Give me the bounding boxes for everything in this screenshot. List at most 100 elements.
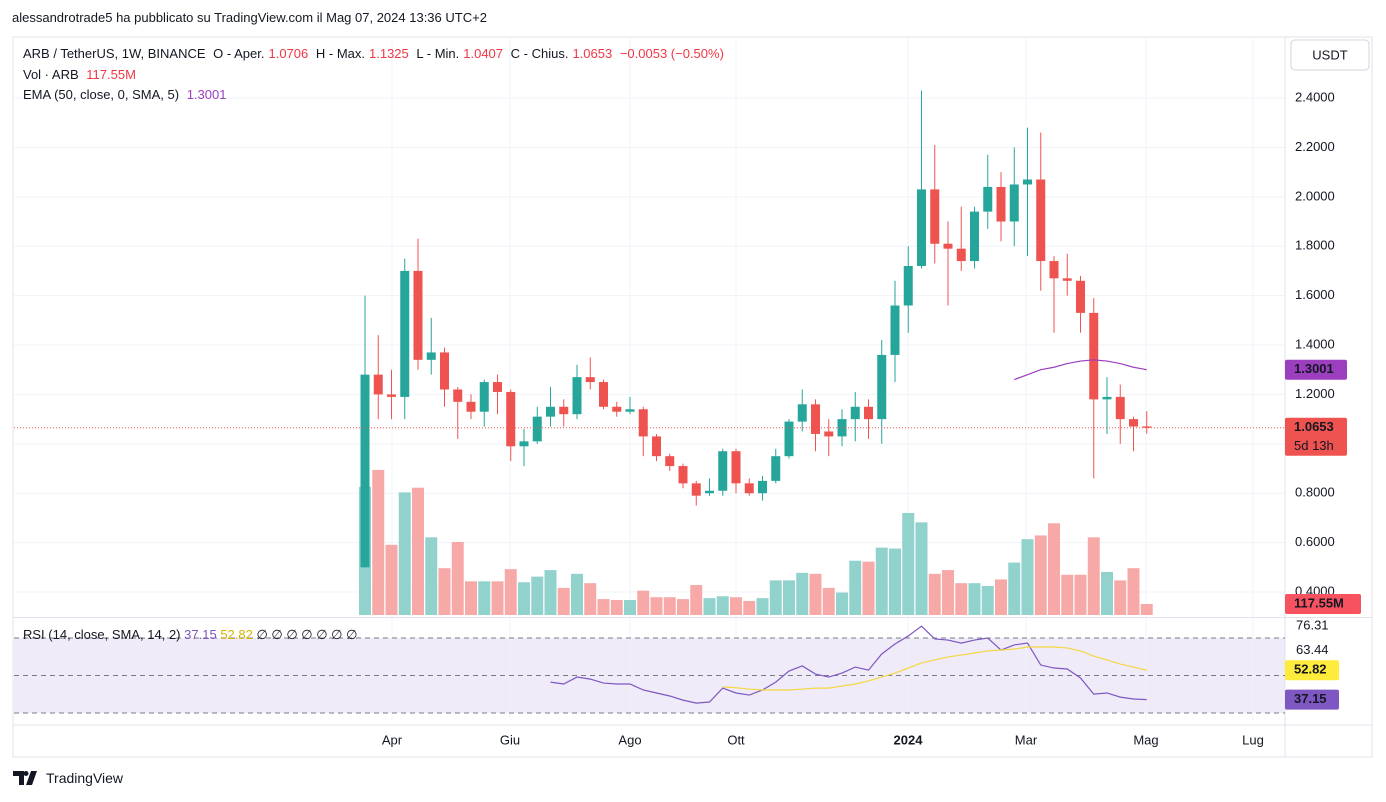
volume-bar xyxy=(491,581,504,615)
rsi-tick-label: 63.44 xyxy=(1296,642,1329,657)
candle-body xyxy=(771,456,781,481)
volume-bar xyxy=(425,537,438,615)
y-tick-label: 2.4000 xyxy=(1295,89,1335,104)
volume-bar xyxy=(451,541,464,615)
candle-body xyxy=(426,352,436,360)
volume-bar xyxy=(1087,537,1100,615)
rsi-name: RSI (14, close, SMA, 14, 2) xyxy=(23,627,181,642)
volume-bar xyxy=(1061,574,1074,615)
rsi-legend: RSI (14, close, SMA, 14, 2) 37.15 52.82 … xyxy=(23,627,357,643)
volume-bar xyxy=(849,560,862,615)
currency-button[interactable] xyxy=(1290,39,1370,71)
ema-badge: 1.3001 xyxy=(1294,361,1334,376)
rsi-ma-line xyxy=(722,646,1147,691)
candle-body xyxy=(930,189,940,244)
candle-body xyxy=(744,483,754,494)
candle-body xyxy=(917,189,926,266)
rsi-extra: ∅ ∅ ∅ ∅ ∅ ∅ ∅ xyxy=(256,627,358,642)
candle-body xyxy=(559,406,569,415)
y-tick-label: 2.2000 xyxy=(1295,139,1335,154)
candle-body xyxy=(691,483,701,496)
y-tick-label: 2.0000 xyxy=(1295,188,1335,203)
volume-bar xyxy=(769,580,782,615)
x-tick-label: Giu xyxy=(500,732,520,747)
ohlc-value: 1.0706 xyxy=(268,46,309,61)
volume-bar xyxy=(372,469,385,615)
legend-row: ARB / TetherUS, 1W, BINANCE O - Aper. 1.0… xyxy=(23,44,728,65)
candle-body xyxy=(413,270,423,360)
volume-badge-bg xyxy=(1285,594,1361,614)
x-tick-label: Mag xyxy=(1133,732,1158,747)
volume-bar xyxy=(597,599,610,615)
volume-bar xyxy=(1114,580,1127,615)
volume-bar xyxy=(610,600,623,615)
x-tick-label: 2024 xyxy=(894,732,924,747)
volume-bar xyxy=(703,598,716,615)
x-tick-label: Ott xyxy=(727,732,745,747)
volume-bar xyxy=(465,581,477,615)
candle-body xyxy=(1115,396,1125,420)
candle-body xyxy=(625,409,635,412)
volume-bar xyxy=(862,561,875,615)
candle-body xyxy=(638,409,648,437)
volume-bar xyxy=(1074,574,1087,615)
candle-body xyxy=(1102,396,1112,400)
ohlc-label: O - Aper. xyxy=(213,46,265,61)
candle-body xyxy=(864,406,873,420)
legend-row: Vol · ARB 117.55M xyxy=(23,65,728,86)
volume-bar xyxy=(783,580,795,615)
x-tick-label: Ago xyxy=(618,732,641,747)
volume-bar xyxy=(730,597,742,615)
rsi-line xyxy=(550,625,1147,704)
candle-body xyxy=(903,265,913,306)
candle-body xyxy=(970,211,979,262)
candle-body xyxy=(1009,184,1019,222)
volume-bar xyxy=(385,544,398,615)
candle-body xyxy=(877,354,887,420)
y-tick-label: 1.8000 xyxy=(1295,238,1335,253)
candle-body xyxy=(479,382,489,412)
volume-bar xyxy=(928,573,941,615)
rsi-badge-bg xyxy=(1285,660,1339,681)
volume-bar xyxy=(1021,539,1034,615)
volume-badge: 117.55M xyxy=(1294,595,1344,610)
candle-body xyxy=(400,270,410,397)
symbol: ARB / TetherUS, 1W, BINANCE xyxy=(23,46,206,61)
volume-bar xyxy=(584,583,597,615)
volume-bar xyxy=(1127,568,1140,615)
volume-bar xyxy=(1140,603,1153,615)
rsi-value: 37.15 xyxy=(184,627,217,642)
volume-bar xyxy=(968,583,981,615)
volume-bar xyxy=(531,576,544,615)
volume-bar xyxy=(889,548,901,615)
volume-bar xyxy=(743,600,756,615)
volume-bar xyxy=(902,512,915,615)
candle-body xyxy=(440,352,449,390)
candle-body xyxy=(1062,278,1072,281)
currency-label[interactable]: USDT xyxy=(1312,47,1347,62)
y-tick-label: 1.2000 xyxy=(1295,386,1335,401)
candle-body xyxy=(1076,280,1085,313)
footer: TradingView xyxy=(13,770,123,786)
candle-body xyxy=(956,248,966,262)
volume-value: 117.55M xyxy=(86,66,136,82)
candle-body xyxy=(943,243,953,249)
volume-bar xyxy=(504,569,517,615)
rsi-tick-label: 76.31 xyxy=(1296,618,1329,633)
countdown: 5d 13h xyxy=(1294,438,1334,453)
legend: ARB / TetherUS, 1W, BINANCE O - Aper. 1.0… xyxy=(23,44,728,106)
ohlc-value: 1.1325 xyxy=(369,46,409,61)
ohlc-label: L - Min. xyxy=(416,46,460,61)
y-tick-label: 0.8000 xyxy=(1295,485,1335,500)
candle-body xyxy=(360,374,370,568)
y-tick-label: 1.6000 xyxy=(1295,287,1335,302)
price-badge: 1.0653 xyxy=(1294,419,1334,434)
volume-bar xyxy=(1101,571,1113,615)
candle-body xyxy=(811,404,820,434)
volume-bar xyxy=(663,597,676,615)
candle-body xyxy=(797,404,807,422)
candle-body xyxy=(493,382,502,392)
candle-body xyxy=(983,186,993,212)
volume-bar xyxy=(836,592,848,615)
